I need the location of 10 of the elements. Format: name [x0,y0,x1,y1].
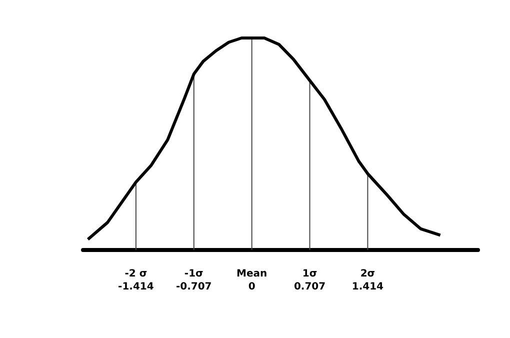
ref-line-label: -1σ [184,268,204,280]
ref-line-label: 1σ [302,268,318,280]
x-tick-label: 0 [248,282,256,292]
ref-line-label: Mean [236,268,268,280]
ref-line-label: -2 σ [124,268,148,280]
ref-line-label: 2σ [360,268,376,280]
x-tick-label: -0.707 [176,282,212,292]
x-tick-label: 0.707 [294,282,326,292]
x-tick-label: -1.414 [118,282,154,292]
x-tick-label: 1.414 [352,282,384,292]
